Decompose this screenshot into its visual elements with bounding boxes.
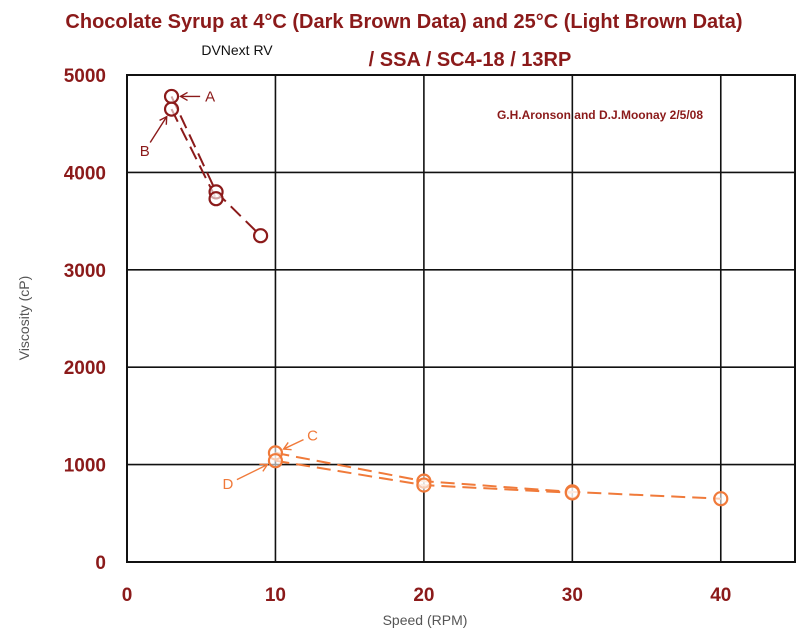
annotation-label: C <box>307 427 318 444</box>
data-point <box>163 88 180 105</box>
series-line-2 <box>275 451 721 500</box>
x-tick-label: 30 <box>562 585 583 606</box>
annotation-arrow <box>283 439 304 450</box>
annotation-layer: A B C D <box>140 88 318 493</box>
series-layer <box>163 88 729 507</box>
x-tick-label: 20 <box>413 585 434 606</box>
annotation-label: B <box>140 143 150 160</box>
grid-lines <box>127 75 795 562</box>
data-point <box>253 228 269 244</box>
chart-title-line-1: Chocolate Syrup at 4°C (Dark Brown Data)… <box>65 11 742 33</box>
plot-frame <box>126 74 796 563</box>
annotation-arrow <box>149 116 168 143</box>
data-point <box>163 101 180 117</box>
data-point <box>713 491 729 507</box>
x-tick-label: 10 <box>265 585 286 606</box>
x-tick-labels: 0 10 20 30 40 <box>122 585 732 606</box>
annotation-label: A <box>205 88 215 105</box>
x-tick-label: 40 <box>710 585 731 606</box>
y-tick-label: 3000 <box>64 261 106 282</box>
y-tick-label: 1000 <box>64 456 106 477</box>
annotation-arrowhead <box>259 463 269 472</box>
data-point <box>208 191 224 207</box>
data-point <box>564 485 580 501</box>
annotation-arrow <box>236 464 268 481</box>
x-tick-label: 0 <box>122 585 133 606</box>
data-point <box>416 477 432 493</box>
author-note: G.H.Aronson and D.J.Moonay 2/5/08 <box>497 108 703 122</box>
y-tick-labels: 0 1000 2000 3000 4000 5000 <box>64 66 106 574</box>
chart-title-line-2: / SSA / SC4-18 / 13RP <box>369 49 572 71</box>
series-line-1 <box>170 95 262 237</box>
annotation-arrowhead <box>179 91 188 102</box>
chart-subtitle: DVNext RV <box>201 42 273 58</box>
y-tick-label: 2000 <box>64 358 106 379</box>
y-tick-label: 5000 <box>64 66 106 87</box>
annotation-arrowhead <box>282 442 292 451</box>
x-axis-label: Speed (RPM) <box>383 612 468 628</box>
series-line-1 <box>170 108 217 200</box>
annotation-arrowhead <box>159 115 168 125</box>
y-axis-label: Viscosity (cP) <box>16 276 32 361</box>
data-point <box>267 453 284 469</box>
y-tick-label: 4000 <box>64 163 106 184</box>
y-tick-label: 0 <box>95 553 106 574</box>
annotation-label: D <box>223 476 234 493</box>
